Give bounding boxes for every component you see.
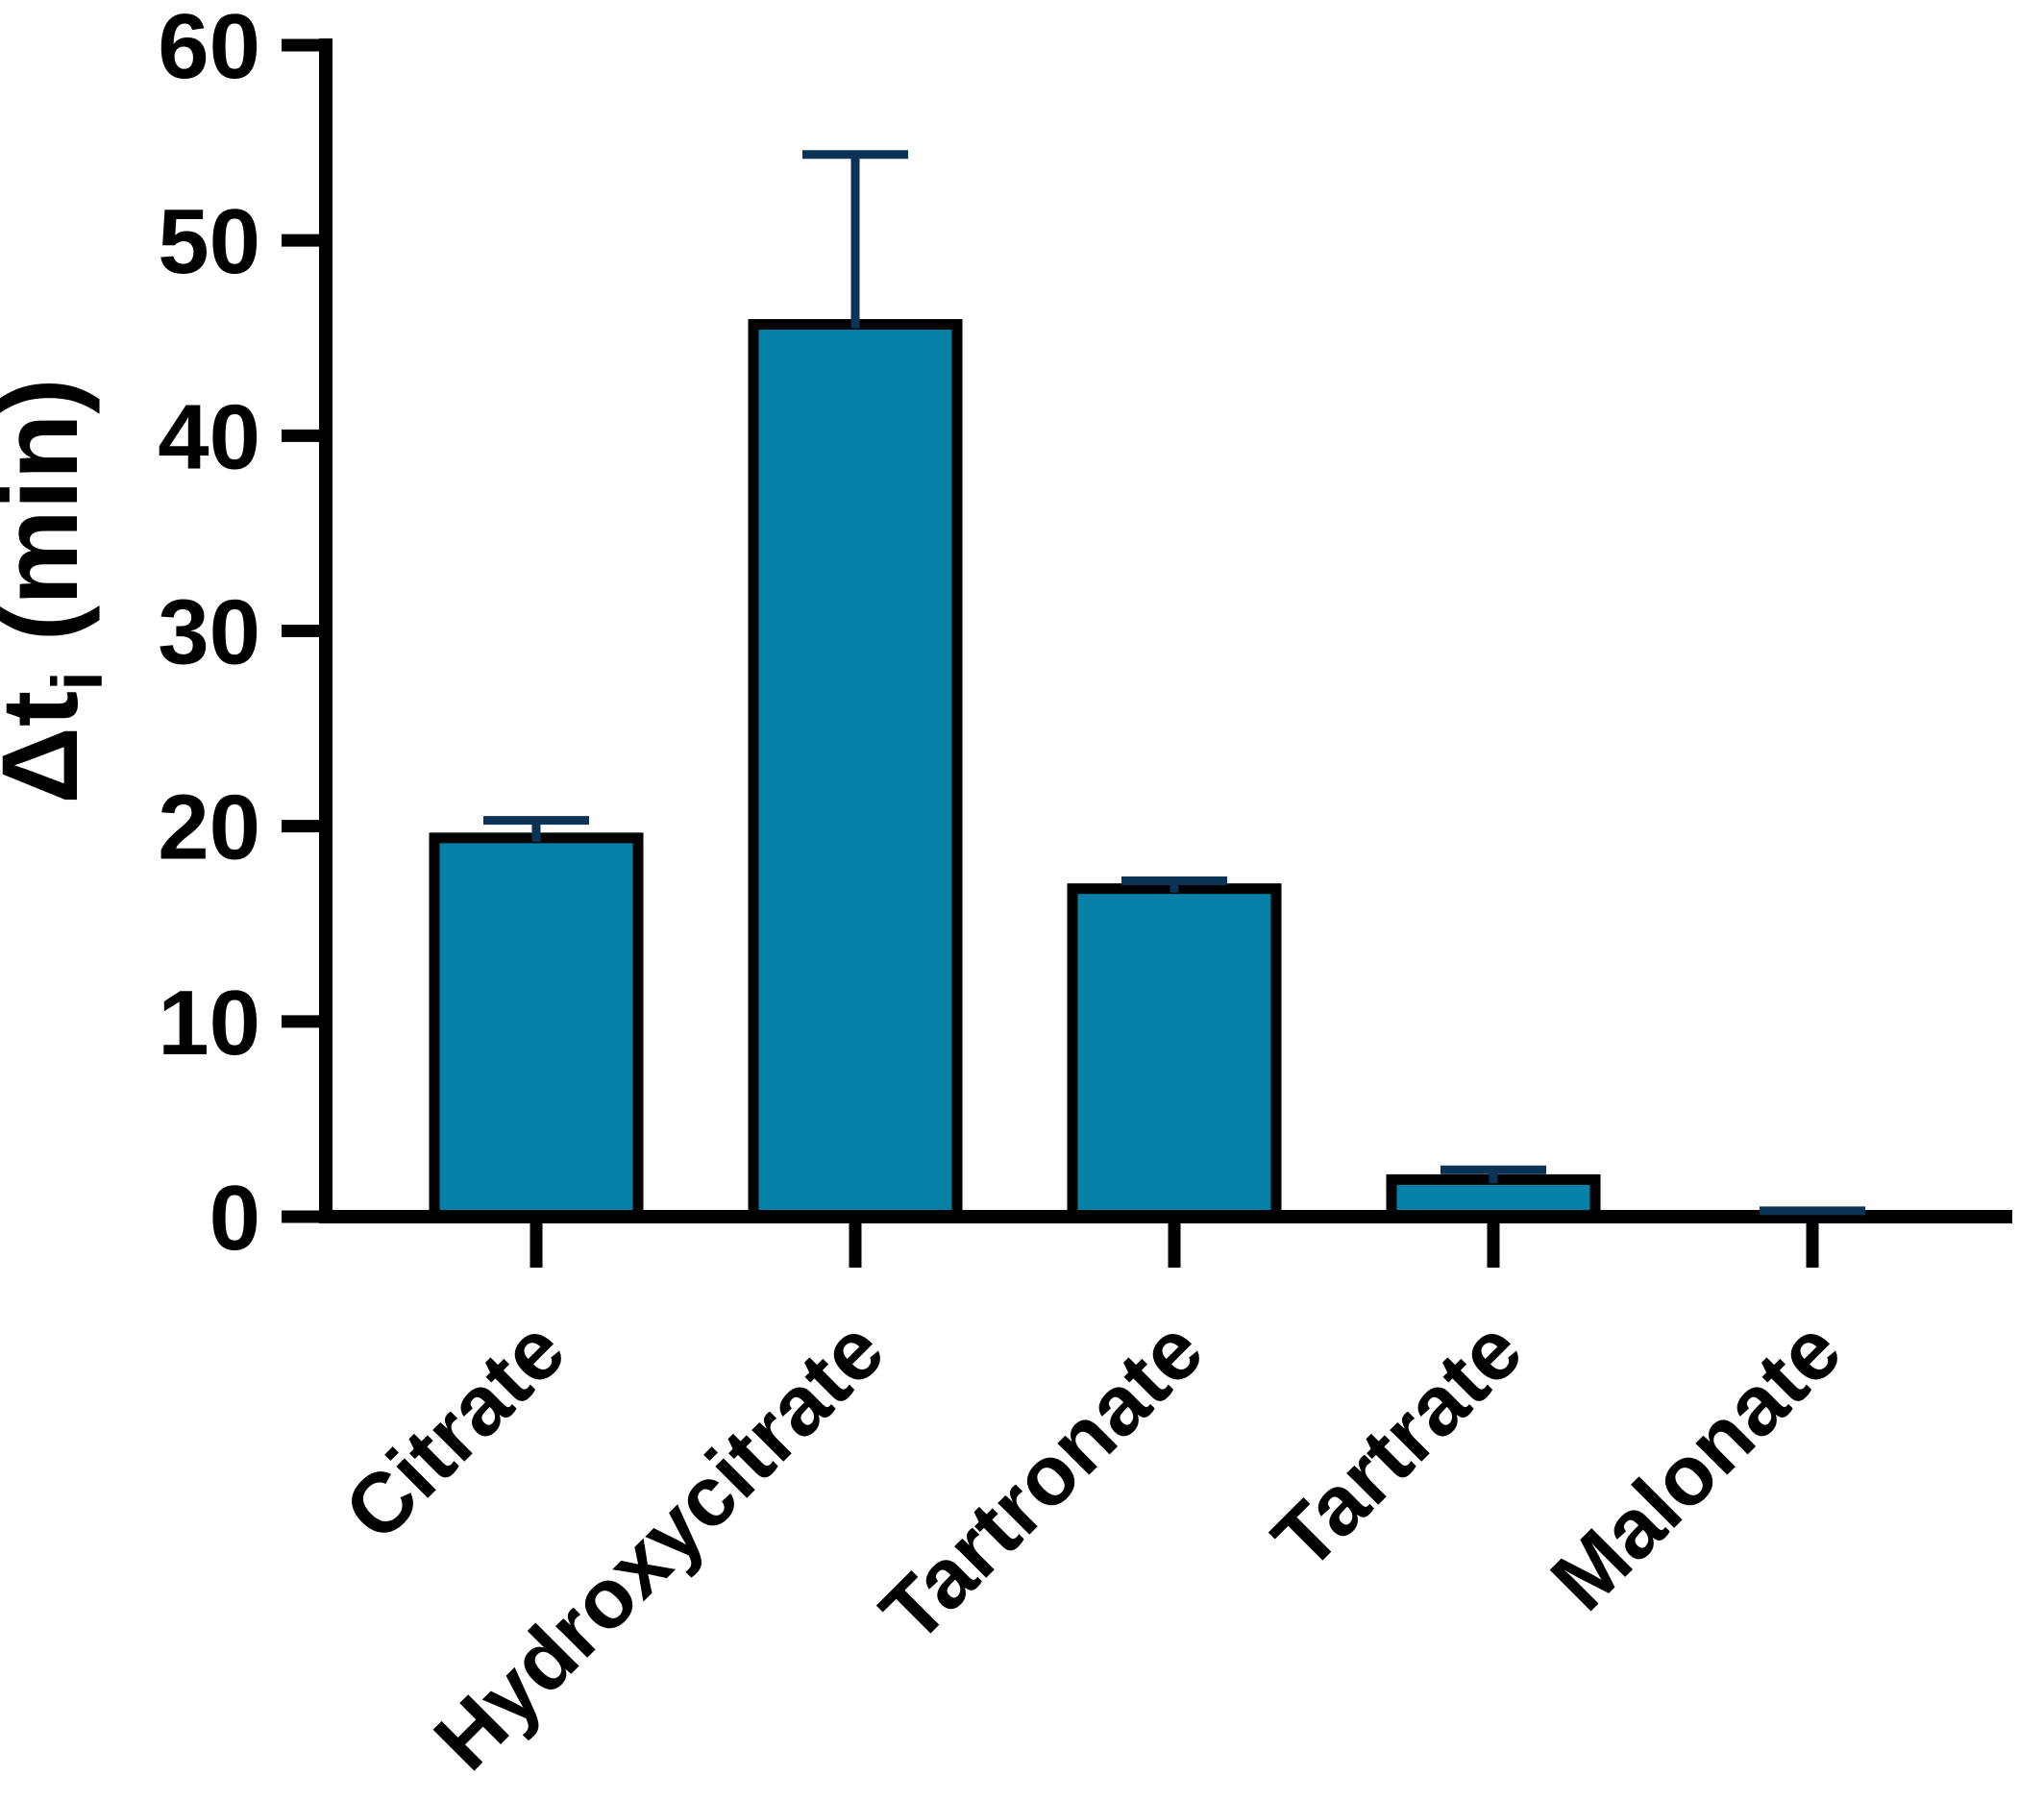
y-tick-label-50: 50 (158, 190, 260, 293)
x-category-label-citrate: Citrate (326, 1301, 582, 1558)
bar-citrate (429, 832, 644, 1222)
x-category-label-tartrate: Tartrate (1254, 1301, 1539, 1587)
bar-hydroxycitrate (748, 319, 963, 1222)
y-tick-label-0: 0 (209, 1167, 260, 1270)
y-tick-label-40: 40 (158, 385, 260, 488)
y-tick-label-30: 30 (158, 581, 260, 684)
bar-tartronate (1067, 883, 1282, 1222)
y-axis-title: Δti (min) (0, 378, 117, 803)
x-category-label-tartronate: Tartronate (862, 1301, 1220, 1660)
y-tick-label-10: 10 (158, 972, 260, 1074)
y-tick-label-60: 60 (158, 0, 260, 98)
y-tick-label-20: 20 (158, 777, 260, 879)
x-category-label-malonate: Malonate (1533, 1301, 1859, 1628)
